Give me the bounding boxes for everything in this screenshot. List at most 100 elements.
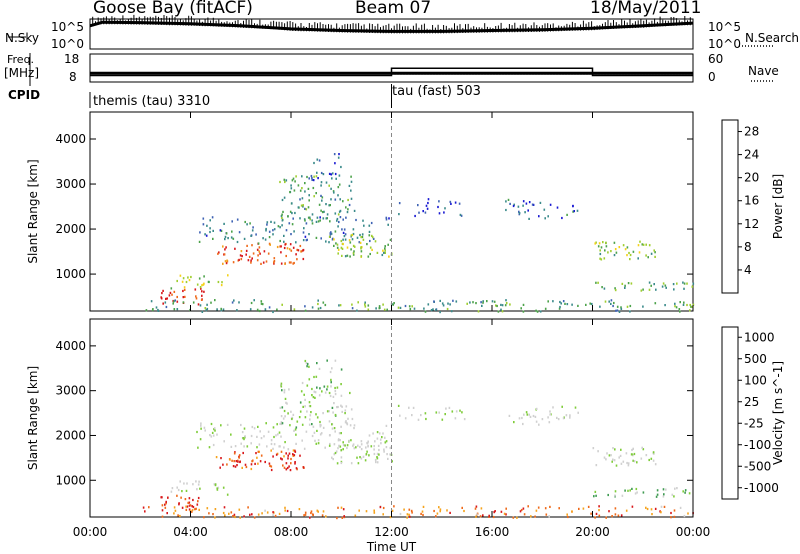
freq-tick-bottom: 8 <box>69 70 77 84</box>
velocity-echo-cell <box>346 423 349 426</box>
power-echo-cell <box>264 308 267 311</box>
power-echo-cell <box>273 261 275 264</box>
power-echo-cell <box>422 210 424 213</box>
velocity-echo-cell <box>627 462 630 465</box>
velocity-echo-cell <box>179 514 181 518</box>
power-echo-cell <box>320 184 322 187</box>
velocity-echo-cell <box>326 359 328 362</box>
velocity-colorbar-frame <box>721 326 739 500</box>
velocity-echo-cell <box>214 484 217 487</box>
velocity-echo-cell <box>283 466 286 469</box>
velocity-echo-cell <box>376 431 379 434</box>
velocity-echo-cell <box>309 405 312 408</box>
power-echo-cell <box>356 236 359 239</box>
velocity-colorbar-title: Velocity [m s^-1] <box>771 361 785 465</box>
velocity-echo-cell <box>148 506 150 509</box>
velocity-echo-cell <box>382 513 384 516</box>
power-echo-cell <box>343 228 346 231</box>
velocity-echo-cell <box>258 443 261 446</box>
velocity-echo-cell <box>195 507 197 510</box>
power-echo-cell <box>285 179 288 182</box>
power-echo-cell <box>336 246 339 249</box>
power-echo-cell <box>358 241 361 244</box>
velocity-echo-cell <box>682 490 684 493</box>
velocity-echo-cell <box>196 488 198 491</box>
power-echo-cell <box>455 300 458 303</box>
freq-tick-top: 18 <box>64 52 80 66</box>
power-echo-cell <box>308 199 310 202</box>
velocity-echo-cell <box>279 406 282 409</box>
velocity-echo-cell <box>336 517 338 520</box>
power-echo-cell <box>284 262 286 265</box>
power-echo-cell <box>238 258 240 261</box>
power-echo-cell <box>432 308 434 311</box>
power-echo-cell <box>364 303 366 306</box>
velocity-echo-cell <box>606 452 608 455</box>
x-tick-label-5: 20:00 <box>575 525 610 539</box>
power-echo-cell <box>338 183 341 186</box>
velocity-echo-cell <box>197 496 200 500</box>
velocity-echo-cell <box>558 507 560 510</box>
power-echo-cell <box>692 282 695 285</box>
velocity-echo-cell <box>356 456 358 459</box>
velocity-echo-cell <box>656 493 659 496</box>
velocity-echo-cells <box>142 359 694 520</box>
velocity-echo-cell <box>632 454 634 457</box>
velocity-echo-cell <box>373 452 376 456</box>
velocity-echo-cell <box>304 511 307 514</box>
power-echo-cell <box>509 202 511 205</box>
velocity-echo-cell <box>459 409 461 412</box>
velocity-echo-cell <box>278 431 281 434</box>
power-echo-cell <box>300 250 303 253</box>
power-echo-cell <box>246 244 248 247</box>
power-echo-cell <box>339 198 341 201</box>
power-echo-cell <box>320 194 322 197</box>
power-echo-cell <box>627 282 630 285</box>
velocity-echo-cell <box>177 514 179 517</box>
velocity-echo-cell <box>287 454 289 457</box>
power-echo-cell <box>256 259 259 262</box>
velocity-echo-cell <box>365 446 367 449</box>
power-echo-cell <box>273 228 276 231</box>
power-echo-cell <box>664 304 666 307</box>
velocity-echo-cell <box>189 504 192 507</box>
power-echo-cell <box>505 208 507 212</box>
power-echo-cell <box>486 300 488 303</box>
velocity-echo-cell <box>562 417 565 420</box>
velocity-echo-cell <box>250 434 253 438</box>
power-echo-cell <box>244 220 246 224</box>
power-echo-cell <box>307 216 310 219</box>
power-echo-cell <box>226 259 228 262</box>
velocity-echo-cell <box>236 464 238 467</box>
velocity-echo-cell <box>250 463 253 466</box>
velocity-echo-cell <box>304 416 307 419</box>
velocity-echo-cell <box>354 514 357 517</box>
velocity-echo-cell <box>308 423 311 426</box>
velocity-echo-cell <box>605 458 607 461</box>
power-echo-cell <box>640 289 643 292</box>
power-echo-cell <box>350 189 352 192</box>
velocity-echo-cell <box>171 487 174 490</box>
velocity-echo-cell <box>346 446 348 450</box>
velocity-echo-cell <box>230 511 233 514</box>
power-echo-cell <box>389 238 392 241</box>
power-echo-cell <box>260 262 262 265</box>
velocity-echo-cell <box>334 430 336 433</box>
power-echo-cell <box>539 201 542 204</box>
power-echo-cell <box>234 247 236 250</box>
power-echo-cell <box>622 244 625 247</box>
velocity-echo-cell <box>292 453 294 456</box>
velocity-echo-cell <box>627 464 630 467</box>
velocity-echo-cell <box>219 466 221 469</box>
power-echo-cell <box>280 215 283 218</box>
velocity-echo-cell <box>349 424 352 427</box>
velocity-echo-cell <box>613 459 616 462</box>
velocity-echo-cell <box>366 450 368 453</box>
power-echo-cell <box>166 297 168 300</box>
power-echo-cell <box>384 249 386 252</box>
velocity-echo-cell <box>342 444 345 447</box>
power-echo-cell <box>265 229 267 232</box>
power-echo-cell <box>249 222 251 225</box>
power-echo-cell <box>182 301 185 304</box>
power-echo-cell <box>601 286 603 289</box>
